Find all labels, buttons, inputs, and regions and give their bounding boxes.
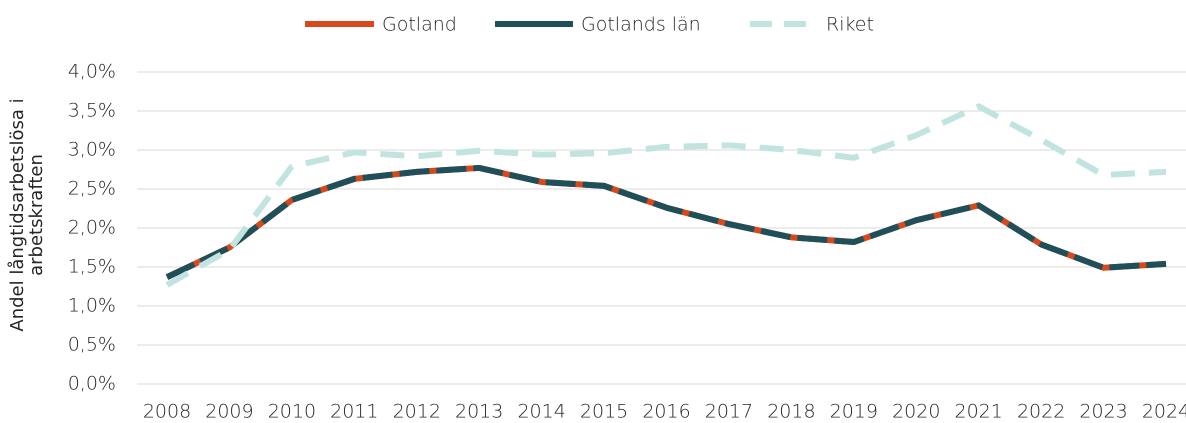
x-tick-label: 2015 <box>580 401 628 423</box>
x-tick-label: 2011 <box>330 401 378 423</box>
y-tick-label: 4,0% <box>68 61 116 83</box>
x-tick-label: 2012 <box>393 401 441 423</box>
y-tick-label: 1,0% <box>68 295 116 317</box>
x-tick-label: 2016 <box>642 401 690 423</box>
x-tick-label: 2008 <box>143 401 191 423</box>
legend-label: Gotland <box>382 14 457 36</box>
x-tick-label: 2020 <box>892 401 940 423</box>
x-tick-label: 2022 <box>1017 401 1065 423</box>
series-line <box>165 103 1167 288</box>
y-tick-label: 3,5% <box>68 100 116 122</box>
y-tick-label: 2,5% <box>68 178 116 200</box>
y-tick-label: 0,5% <box>68 334 116 356</box>
x-tick-label: 2024 <box>1142 401 1186 423</box>
y-tick-label: 3,0% <box>68 139 116 161</box>
y-tick-label: 0,0% <box>68 373 116 395</box>
x-tick-label: 2014 <box>517 401 565 423</box>
x-tick-label: 2013 <box>455 401 503 423</box>
x-tick-label: 2009 <box>205 401 253 423</box>
legend-label: Gotlands län <box>581 14 701 36</box>
y-tick-label: 2,0% <box>68 217 116 239</box>
x-tick-label: 2017 <box>705 401 753 423</box>
x-tick-label: 2023 <box>1079 401 1127 423</box>
series-line <box>165 164 1167 280</box>
x-tick-label: 2010 <box>268 401 316 423</box>
x-tick-label: 2019 <box>830 401 878 423</box>
y-tick-label: 1,5% <box>68 256 116 278</box>
y-axis-label: Andel långtidsarbetslösa i arbetskraften <box>7 98 47 332</box>
x-tick-label: 2018 <box>767 401 815 423</box>
x-tick-label: 2021 <box>955 401 1003 423</box>
legend-label: Riket <box>826 14 874 36</box>
series-line <box>165 164 1167 280</box>
